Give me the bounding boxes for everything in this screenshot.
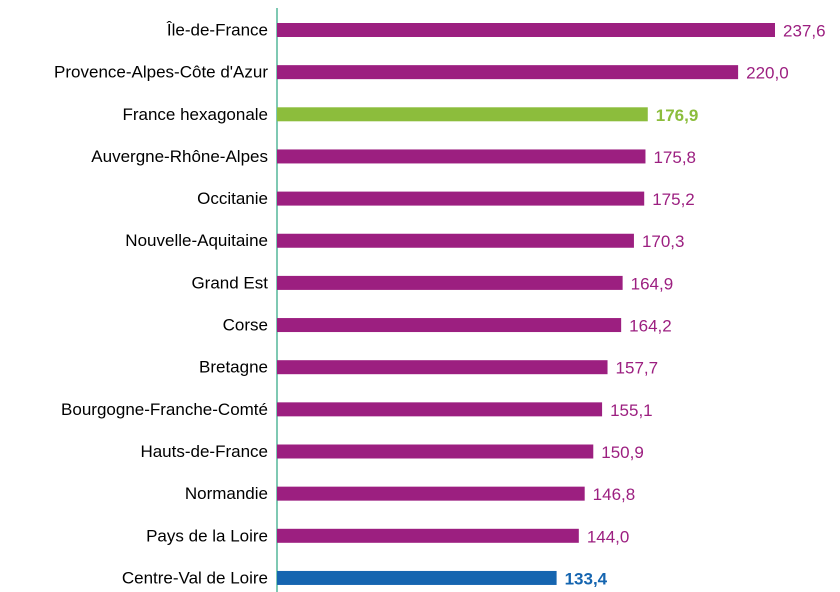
value-label: 220,0 [746,64,789,83]
value-label: 175,8 [653,148,696,167]
bar [277,402,603,417]
value-label: 150,9 [601,443,644,462]
category-label: Hauts-de-France [140,442,268,461]
value-label: 175,2 [652,190,695,209]
bar [277,275,623,290]
category-label: Île-de-France [166,20,268,39]
bar [277,149,646,164]
value-label: 170,3 [642,232,685,251]
value-label: 237,6 [783,21,826,40]
bar [277,444,594,459]
value-label: 157,7 [616,359,659,378]
value-label: 146,8 [593,485,636,504]
bar [277,191,645,206]
category-label: Bourgogne-Franche-Comté [61,400,268,419]
bar [277,65,739,80]
bar [277,233,634,248]
category-label: Auvergne-Rhône-Alpes [91,147,268,166]
value-label: 144,0 [587,527,630,546]
category-label: Pays de la Loire [146,526,268,545]
category-label: Centre-Val de Loire [122,568,268,587]
value-label: 164,2 [629,317,672,336]
category-label: Occitanie [197,189,268,208]
bar [277,360,608,375]
value-label: 133,4 [565,569,608,588]
category-label: Nouvelle-Aquitaine [125,231,268,250]
value-label: 176,9 [656,106,699,125]
bar [277,318,622,333]
bar [277,528,579,543]
category-label: Bretagne [199,358,268,377]
bar [277,107,648,122]
category-label: Corse [223,316,268,335]
bar [277,23,775,37]
bar [277,486,585,501]
category-label: Normandie [185,484,268,503]
value-label: 155,1 [610,401,653,420]
bar [277,570,557,585]
value-label: 164,9 [631,274,674,293]
category-label: Grand Est [191,273,268,292]
category-label: France hexagonale [122,105,268,124]
category-label: Provence-Alpes-Côte d'Azur [54,63,268,82]
